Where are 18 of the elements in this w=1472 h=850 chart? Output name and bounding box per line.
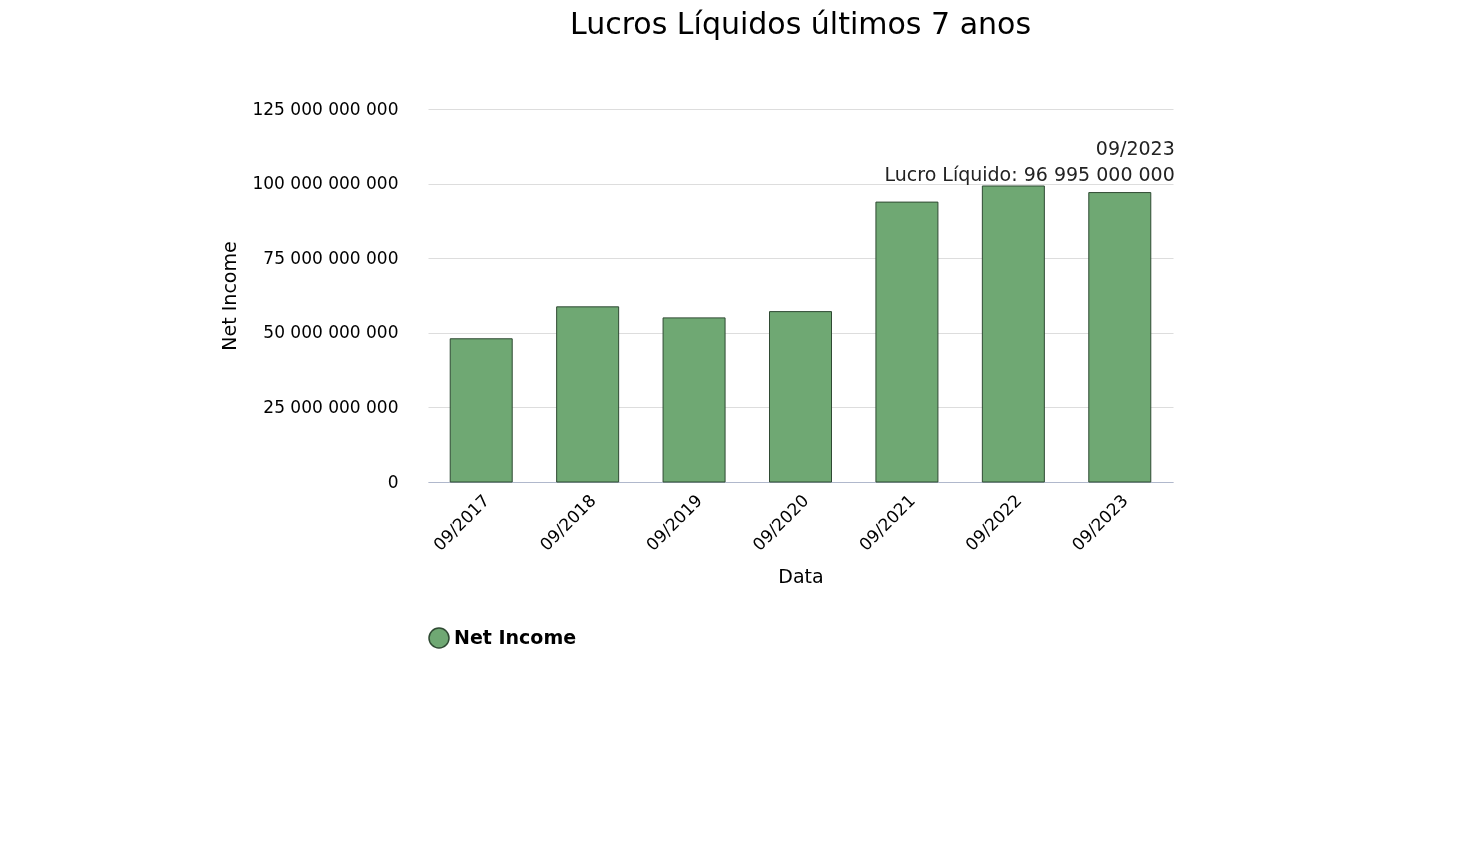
bar: [769, 311, 832, 483]
bar: [875, 201, 939, 483]
y-tick-label: 100 000 000 000: [252, 173, 399, 194]
bar: [981, 185, 1045, 483]
bar: [449, 338, 513, 483]
y-axis-title: Net Income: [218, 241, 241, 351]
y-tick-label: 50 000 000 000: [263, 322, 399, 343]
annotation: 09/2023 Lucro Líquido: 96 995 000 000: [884, 136, 1175, 185]
legend-label: Net Income: [454, 626, 577, 648]
chart-title: Lucros Líquidos últimos 7 anos: [569, 6, 1032, 41]
bar: [1088, 192, 1152, 483]
y-tick-label: 125 000 000 000: [252, 98, 399, 119]
x-axis-title: Data: [778, 564, 824, 587]
y-tick-label: 25 000 000 000: [263, 396, 399, 417]
bar: [662, 317, 726, 483]
y-tick-label: 75 000 000 000: [263, 247, 399, 268]
y-tick-label: 0: [387, 471, 399, 492]
bar: [556, 306, 620, 483]
